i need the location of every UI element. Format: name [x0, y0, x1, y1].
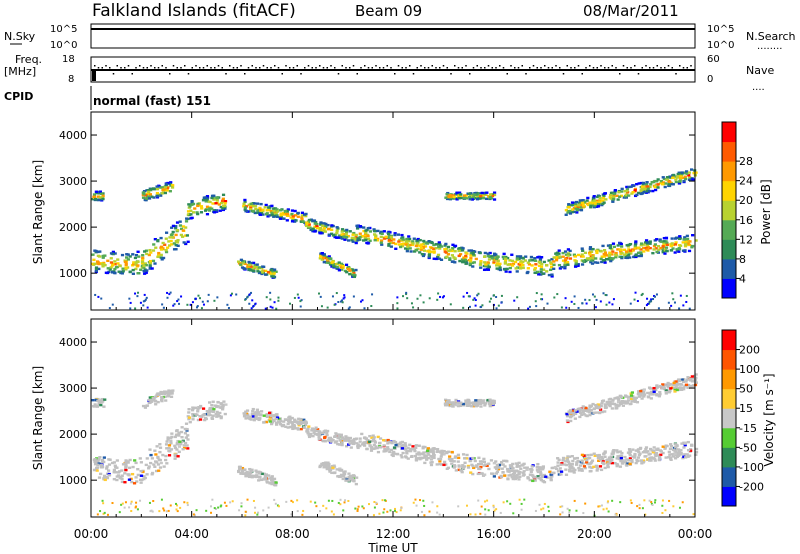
- nsky-tick-top: 10^5: [50, 24, 77, 35]
- y-tick-label: 4000: [59, 129, 87, 142]
- freq-label: Freq.: [15, 53, 42, 66]
- nave-label: Nave: [746, 64, 774, 77]
- power-ylabel: Slant Range [km]: [31, 160, 45, 264]
- x-tick-label: 00:00: [74, 527, 109, 541]
- freq-unit-label: [MHz]: [4, 65, 36, 78]
- power-colorbar-label: Power [dB]: [759, 179, 773, 244]
- colorbar-segment: [722, 427, 736, 448]
- velocity-colorbar-label: Velocity [m s⁻¹]: [762, 373, 776, 466]
- nsearch-tick-bottom: 10^0: [707, 40, 734, 51]
- colorbar-segment: [722, 122, 736, 143]
- colorbar-segment: [722, 447, 736, 468]
- colorbar-segment: [722, 330, 736, 351]
- power-colorbar-tick: 4: [739, 272, 746, 285]
- power-colorbar-tick: 8: [739, 253, 746, 266]
- x-axis: 00:00 04:00 08:00 12:00 16:00 20:00 00:00: [74, 112, 713, 541]
- y-tick-label: 1000: [59, 267, 87, 280]
- power-colorbar-tick: 12: [739, 233, 753, 246]
- velocity-colorbar-tick: -50: [739, 441, 757, 454]
- nsky-label: N.Sky: [4, 30, 36, 43]
- colorbar-segment: [722, 466, 736, 487]
- freq-tick-top: 18: [62, 54, 75, 65]
- cpid-value: normal (fast) 151: [93, 94, 211, 108]
- nsearch-label: N.Search: [746, 30, 796, 43]
- velocity-colorbar-tick: 50: [739, 383, 753, 396]
- colorbar-segment: [722, 388, 736, 409]
- colorbar-segment: [722, 141, 736, 162]
- colorbar-segment: [722, 200, 736, 221]
- nsky-panel: N.Sky 10^5 10^0 10^5 10^0 N.Search .....…: [4, 23, 796, 52]
- velocity-colorbar-tick: -15: [739, 422, 757, 435]
- velocity-panel: 1000 2000 3000 4000 Slant Range [km]: [31, 318, 699, 518]
- velocity-colorbar-tick: 200: [739, 344, 760, 357]
- velocity-ylabel: Slant Range [km]: [31, 366, 45, 470]
- x-tick-label: 00:00: [678, 527, 713, 541]
- colorbar-segment: [722, 278, 736, 299]
- power-colorbar-tick: 16: [739, 214, 753, 227]
- x-tick-label: 08:00: [275, 527, 310, 541]
- velocity-colorbar-tick: 15: [739, 402, 753, 415]
- station-title: Falkland Islands (fitACF): [92, 1, 296, 21]
- freq-tick-bottom: 8: [68, 74, 74, 85]
- nsearch-tick-top: 10^5: [707, 24, 734, 35]
- colorbar-segment: [722, 239, 736, 260]
- colorbar-segment: [722, 408, 736, 429]
- nave-tick-bottom: 0: [707, 74, 713, 85]
- colorbar-segment: [722, 219, 736, 240]
- freq-panel: Freq. [MHz] 18 8 60 0 Nave ....: [4, 53, 774, 93]
- x-axis-label: Time UT: [367, 541, 418, 554]
- velocity-colorbar: 200 100 50 15 -15 -50 -100 -200 Velocity [m s⁻¹…: [721, 329, 776, 507]
- power-colorbar: 4 8 12 16 20 24 28 Power [dB]: [721, 121, 773, 299]
- colorbar-segment: [722, 161, 736, 182]
- date-label: 08/Mar/2011: [583, 2, 679, 20]
- nave-tick-top: 60: [707, 54, 720, 65]
- x-tick-label: 16:00: [476, 527, 511, 541]
- y-tick-label: 3000: [59, 382, 87, 395]
- beam-label: Beam 09: [355, 2, 422, 20]
- velocity-colorbar-tick: 100: [739, 363, 760, 376]
- nsearch-legend: ........: [757, 41, 782, 52]
- y-tick-label: 4000: [59, 336, 87, 349]
- y-tick-label: 2000: [59, 428, 87, 441]
- velocity-colorbar-tick: -100: [739, 461, 764, 474]
- velocity-colorbar-tick: -200: [739, 480, 764, 493]
- power-colorbar-tick: 24: [739, 175, 753, 188]
- colorbar-segment: [722, 180, 736, 201]
- colorbar-segment: [722, 486, 736, 507]
- cpid-label: CPID: [4, 90, 33, 103]
- power-colorbar-tick: 28: [739, 155, 753, 168]
- x-tick-label: 04:00: [174, 527, 209, 541]
- x-tick-label: 20:00: [577, 527, 612, 541]
- x-tick-label: 12:00: [376, 527, 411, 541]
- power-colorbar-tick: 20: [739, 194, 753, 207]
- colorbar-segment: [722, 369, 736, 390]
- colorbar-segment: [722, 349, 736, 370]
- y-tick-label: 2000: [59, 221, 87, 234]
- y-tick-label: 3000: [59, 175, 87, 188]
- power-panel: 1000 2000 3000 4000 Slant Range [km]: [31, 111, 698, 311]
- nave-legend: ....: [752, 82, 765, 93]
- colorbar-segment: [722, 258, 736, 279]
- nsky-tick-bottom: 10^0: [50, 40, 77, 51]
- y-tick-label: 1000: [59, 474, 87, 487]
